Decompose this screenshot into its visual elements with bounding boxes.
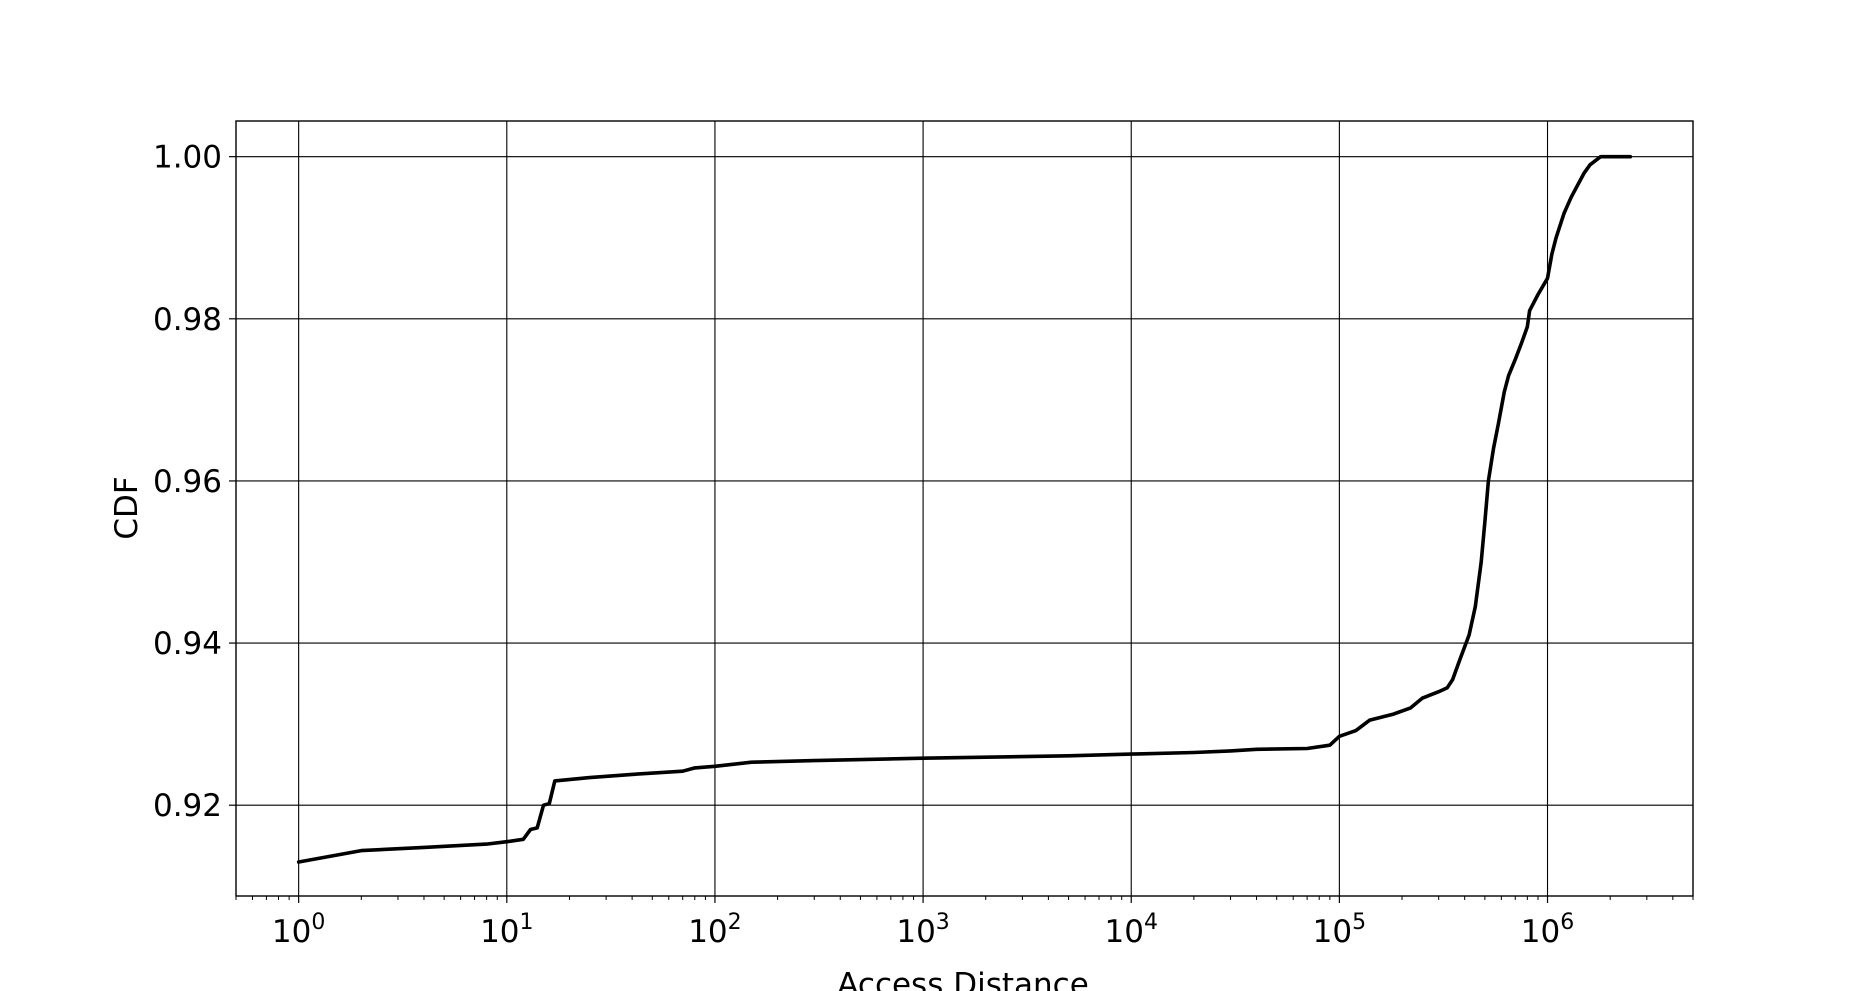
y-tick-label: 0.98 — [153, 302, 222, 338]
y-tick-labels: 0.92 0.94 0.96 0.98 1.00 — [153, 140, 222, 825]
x-tick-label: 102 — [688, 910, 741, 950]
x-axis-label: Access Distance — [837, 967, 1089, 991]
plot-frame — [235, 120, 1694, 897]
y-tick-label: 0.96 — [153, 464, 222, 500]
cdf-series-line — [296, 154, 1633, 864]
x-tick-label: 105 — [1313, 910, 1366, 950]
x-tick-labels: 100 101 102 103 104 105 106 — [272, 910, 1574, 950]
grid — [229, 121, 1693, 903]
y-tick-label: 0.92 — [153, 788, 222, 824]
y-tick-label: 1.00 — [153, 140, 222, 176]
x-tick-label: 103 — [896, 910, 949, 950]
x-tick-label: 104 — [1105, 910, 1158, 950]
x-tick-label: 106 — [1521, 910, 1574, 950]
x-tick-label: 100 — [272, 910, 325, 950]
series-layer — [296, 154, 1633, 864]
y-axis-label: CDF — [109, 476, 145, 539]
y-tick-label: 0.94 — [153, 626, 222, 662]
x-tick-label: 101 — [480, 910, 533, 950]
